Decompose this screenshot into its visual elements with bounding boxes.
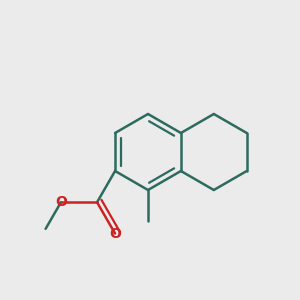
Text: O: O xyxy=(55,195,67,209)
Text: O: O xyxy=(109,226,121,241)
